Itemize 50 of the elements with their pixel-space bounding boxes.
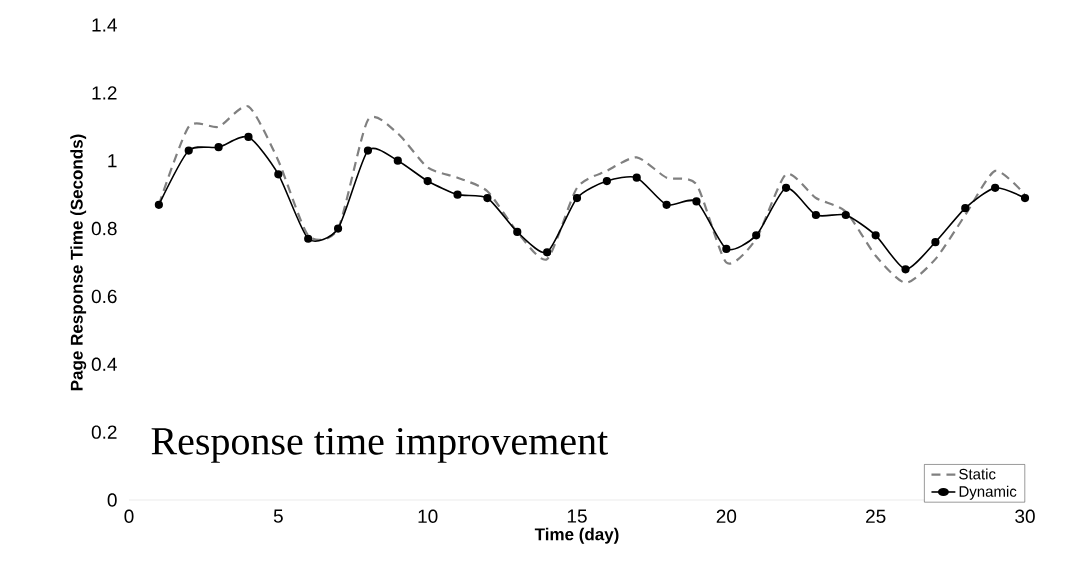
y-tick-label: 0 bbox=[107, 493, 117, 507]
point bbox=[841, 210, 850, 220]
point bbox=[991, 183, 1000, 192]
point bbox=[931, 238, 940, 247]
y-tick-label: 0.8 bbox=[91, 221, 117, 236]
x-tick-label: 15 bbox=[567, 509, 587, 523]
point bbox=[811, 210, 821, 220]
y-tick-label: 1.4 bbox=[92, 18, 117, 32]
legend-label: Static bbox=[959, 468, 996, 480]
x-tick-label: 25 bbox=[866, 509, 886, 523]
x-tick-label: 30 bbox=[1015, 509, 1035, 523]
point bbox=[1020, 193, 1030, 203]
point bbox=[453, 190, 462, 199]
point bbox=[513, 227, 522, 237]
y-axis-title: Page Response Time (Seconds) bbox=[70, 134, 87, 391]
point bbox=[961, 204, 970, 213]
x-axis-title: Time (day) bbox=[534, 527, 619, 544]
point bbox=[423, 176, 432, 186]
point bbox=[244, 132, 253, 142]
point bbox=[572, 193, 582, 203]
y-tick-label: 0.2 bbox=[91, 425, 117, 439]
point bbox=[214, 143, 223, 152]
point bbox=[662, 200, 671, 209]
annotation: Response time improvement bbox=[151, 427, 608, 463]
x-tick-label: 0 bbox=[124, 509, 134, 523]
y-tick-label: 1 bbox=[108, 154, 117, 168]
point bbox=[304, 234, 313, 243]
point bbox=[154, 200, 163, 209]
y-tick-label: 1.2 bbox=[92, 86, 117, 100]
point bbox=[752, 231, 761, 240]
point bbox=[393, 156, 402, 165]
point bbox=[692, 197, 701, 206]
point bbox=[781, 183, 791, 192]
y-tick-label: 0.4 bbox=[91, 357, 117, 372]
x-tick-label: 5 bbox=[273, 509, 283, 523]
point bbox=[363, 146, 373, 155]
point bbox=[602, 176, 611, 186]
point bbox=[333, 224, 343, 233]
point bbox=[632, 173, 641, 182]
x-tick-label: 10 bbox=[418, 509, 438, 523]
point bbox=[483, 193, 492, 203]
point bbox=[722, 244, 731, 254]
point bbox=[274, 170, 283, 179]
point bbox=[901, 265, 910, 274]
point bbox=[184, 146, 193, 155]
point bbox=[543, 248, 552, 257]
x-tick-label: 20 bbox=[716, 509, 737, 523]
y-tick-label: 0.6 bbox=[91, 289, 117, 304]
legend-label: Dynamic bbox=[959, 485, 1017, 500]
point bbox=[871, 231, 880, 240]
